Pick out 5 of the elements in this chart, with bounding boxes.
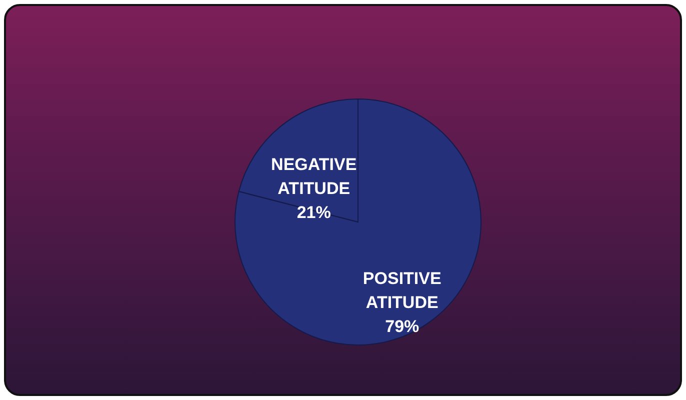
data-label: 79% bbox=[385, 316, 420, 336]
slice-label: POSITIVE ATITUDE bbox=[362, 268, 442, 312]
pie-slice bbox=[234, 98, 482, 346]
slice-label: NEGATIVE ATITUDE bbox=[271, 155, 357, 198]
data-label: 21% bbox=[296, 203, 331, 222]
